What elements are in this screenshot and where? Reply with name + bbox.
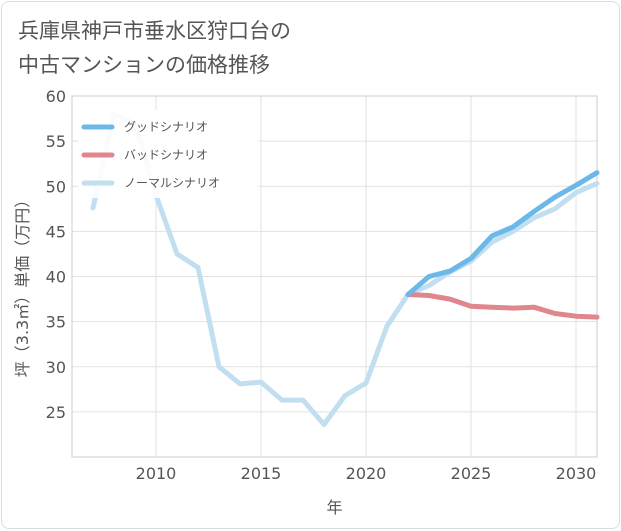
legend-label-0[interactable]: グッドシナリオ bbox=[124, 120, 208, 134]
y-tick-label-55: 55 bbox=[46, 132, 66, 151]
y-tick-label-60: 60 bbox=[46, 87, 66, 106]
y-axis-label: 坪（3.3㎡）単価（万円） bbox=[13, 192, 32, 377]
legend-label-1[interactable]: バッドシナリオ bbox=[124, 148, 208, 162]
plot-frame bbox=[71, 95, 598, 458]
chart-title-line-1: 兵庫県神戸市垂水区狩口台の bbox=[18, 19, 291, 43]
x-tick-label-2015: 2015 bbox=[241, 464, 282, 483]
x-axis-label: 年 bbox=[326, 498, 342, 517]
series-line-1 bbox=[405, 292, 600, 320]
series-lines bbox=[90, 111, 600, 427]
series-line-2 bbox=[90, 111, 600, 427]
chart-title-line-2: 中古マンションの価格推移 bbox=[18, 53, 270, 77]
y-tick-label-30: 30 bbox=[46, 358, 66, 377]
x-tick-label-2030: 2030 bbox=[556, 464, 597, 483]
chart-title: 兵庫県神戸市垂水区狩口台の 中古マンションの価格推移 bbox=[18, 14, 291, 82]
y-tick-label-50: 50 bbox=[46, 177, 66, 196]
legend-label-2[interactable]: ノーマルシナリオ bbox=[124, 176, 220, 190]
y-tick-label-35: 35 bbox=[46, 313, 66, 332]
x-tick-label-2025: 2025 bbox=[451, 464, 492, 483]
y-tick-label-25: 25 bbox=[46, 403, 66, 422]
series-line-0 bbox=[405, 170, 600, 297]
y-tick-label-45: 45 bbox=[46, 222, 66, 241]
x-tick-label-2020: 2020 bbox=[346, 464, 387, 483]
x-tick-label-2010: 2010 bbox=[136, 464, 177, 483]
axis-ticks: 2010 2015 2020 2025 2030 25 30 35 40 45 50 55 60 bbox=[46, 87, 597, 483]
y-tick-label-40: 40 bbox=[46, 268, 66, 287]
